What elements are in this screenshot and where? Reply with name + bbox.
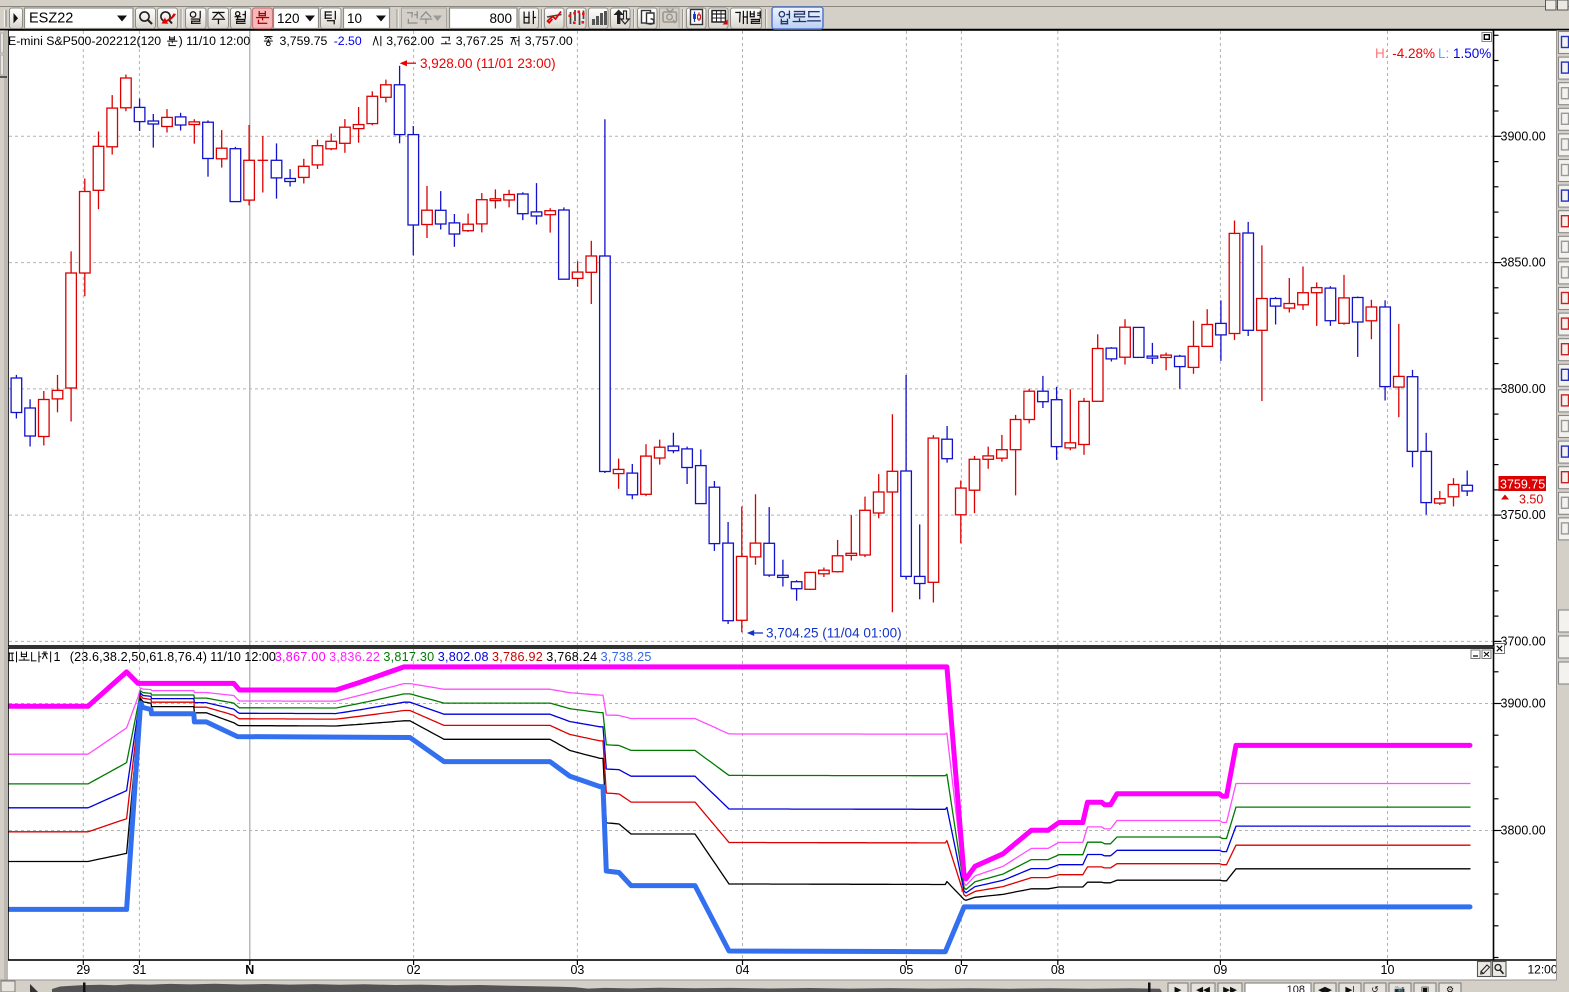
svg-text:3759.75: 3759.75 xyxy=(1500,478,1545,492)
svg-text:E-mini S&P500-202212(120: E-mini S&P500-202212(120 xyxy=(8,34,161,48)
svg-text:10: 10 xyxy=(1381,963,1395,977)
svg-text:3,786.92: 3,786.92 xyxy=(492,650,543,664)
svg-text:3,738.25: 3,738.25 xyxy=(601,650,652,664)
svg-text:3900.00: 3900.00 xyxy=(1501,697,1546,711)
svg-text:05: 05 xyxy=(899,963,913,977)
svg-text:12:00: 12:00 xyxy=(1528,963,1558,977)
svg-text:3750.00: 3750.00 xyxy=(1501,508,1546,522)
svg-text:3,928.00 (11/01 23:00): 3,928.00 (11/01 23:00) xyxy=(420,56,556,71)
svg-text:108: 108 xyxy=(1287,984,1305,992)
svg-text:↺: ↺ xyxy=(1371,985,1379,992)
svg-text:31: 31 xyxy=(132,963,146,977)
svg-text:◀◀: ◀◀ xyxy=(1196,985,1210,992)
svg-text:▶|: ▶| xyxy=(1345,985,1354,992)
svg-text:📷: 📷 xyxy=(1394,985,1405,992)
svg-text:L: 1.50%: L: 1.50% xyxy=(1438,46,1491,61)
svg-text:3,836.22: 3,836.22 xyxy=(329,650,380,664)
svg-text:03: 03 xyxy=(570,963,584,977)
svg-text:1: 1 xyxy=(54,650,61,664)
svg-text:29: 29 xyxy=(76,963,90,977)
svg-text:3,802.08: 3,802.08 xyxy=(438,650,489,664)
svg-text:3,817.30: 3,817.30 xyxy=(383,650,434,664)
svg-text:◀▶: ◀▶ xyxy=(1318,985,1332,992)
svg-text:ESZ22: ESZ22 xyxy=(29,11,73,27)
svg-text:3800.00: 3800.00 xyxy=(1501,382,1546,396)
svg-text:3700.00: 3700.00 xyxy=(1501,634,1546,648)
svg-text:09: 09 xyxy=(1213,963,1227,977)
svg-text:▶: ▶ xyxy=(1175,985,1182,992)
svg-text:) 11/10 12:00: ) 11/10 12:00 xyxy=(179,34,251,48)
svg-text:▣: ▣ xyxy=(1421,985,1430,992)
svg-text:(23.6,38.2,50,61.8,76.4): (23.6,38.2,50,61.8,76.4) xyxy=(70,650,207,664)
svg-text:08: 08 xyxy=(1051,963,1065,977)
svg-text:3,768.24: 3,768.24 xyxy=(546,650,597,664)
svg-text:3,757.00: 3,757.00 xyxy=(525,34,573,48)
svg-text:3,704.25 (11/04 01:00): 3,704.25 (11/04 01:00) xyxy=(766,626,902,641)
svg-text:3,867.00: 3,867.00 xyxy=(275,650,326,664)
svg-text:3.50: 3.50 xyxy=(1519,493,1543,507)
svg-text:H: -4.28%: H: -4.28% xyxy=(1375,46,1435,61)
svg-text:3,767.25: 3,767.25 xyxy=(456,34,504,48)
svg-text:3,759.75: 3,759.75 xyxy=(280,34,328,48)
svg-text:07: 07 xyxy=(954,963,968,977)
svg-text:▶▶: ▶▶ xyxy=(1223,985,1237,992)
svg-text:120: 120 xyxy=(277,11,300,26)
svg-text:-2.50: -2.50 xyxy=(334,34,362,48)
svg-text:04: 04 xyxy=(736,963,750,977)
svg-text:N: N xyxy=(245,963,254,977)
svg-text:11/10 12:00: 11/10 12:00 xyxy=(210,650,276,664)
svg-text:02: 02 xyxy=(407,963,421,977)
svg-text:800: 800 xyxy=(489,11,512,26)
svg-text:3850.00: 3850.00 xyxy=(1501,256,1546,270)
svg-text:⚙: ⚙ xyxy=(1446,985,1454,992)
svg-text:3900.00: 3900.00 xyxy=(1501,129,1546,143)
svg-text:3,762.00: 3,762.00 xyxy=(386,34,434,48)
svg-text:10: 10 xyxy=(347,11,362,26)
svg-text:3800.00: 3800.00 xyxy=(1501,824,1546,838)
